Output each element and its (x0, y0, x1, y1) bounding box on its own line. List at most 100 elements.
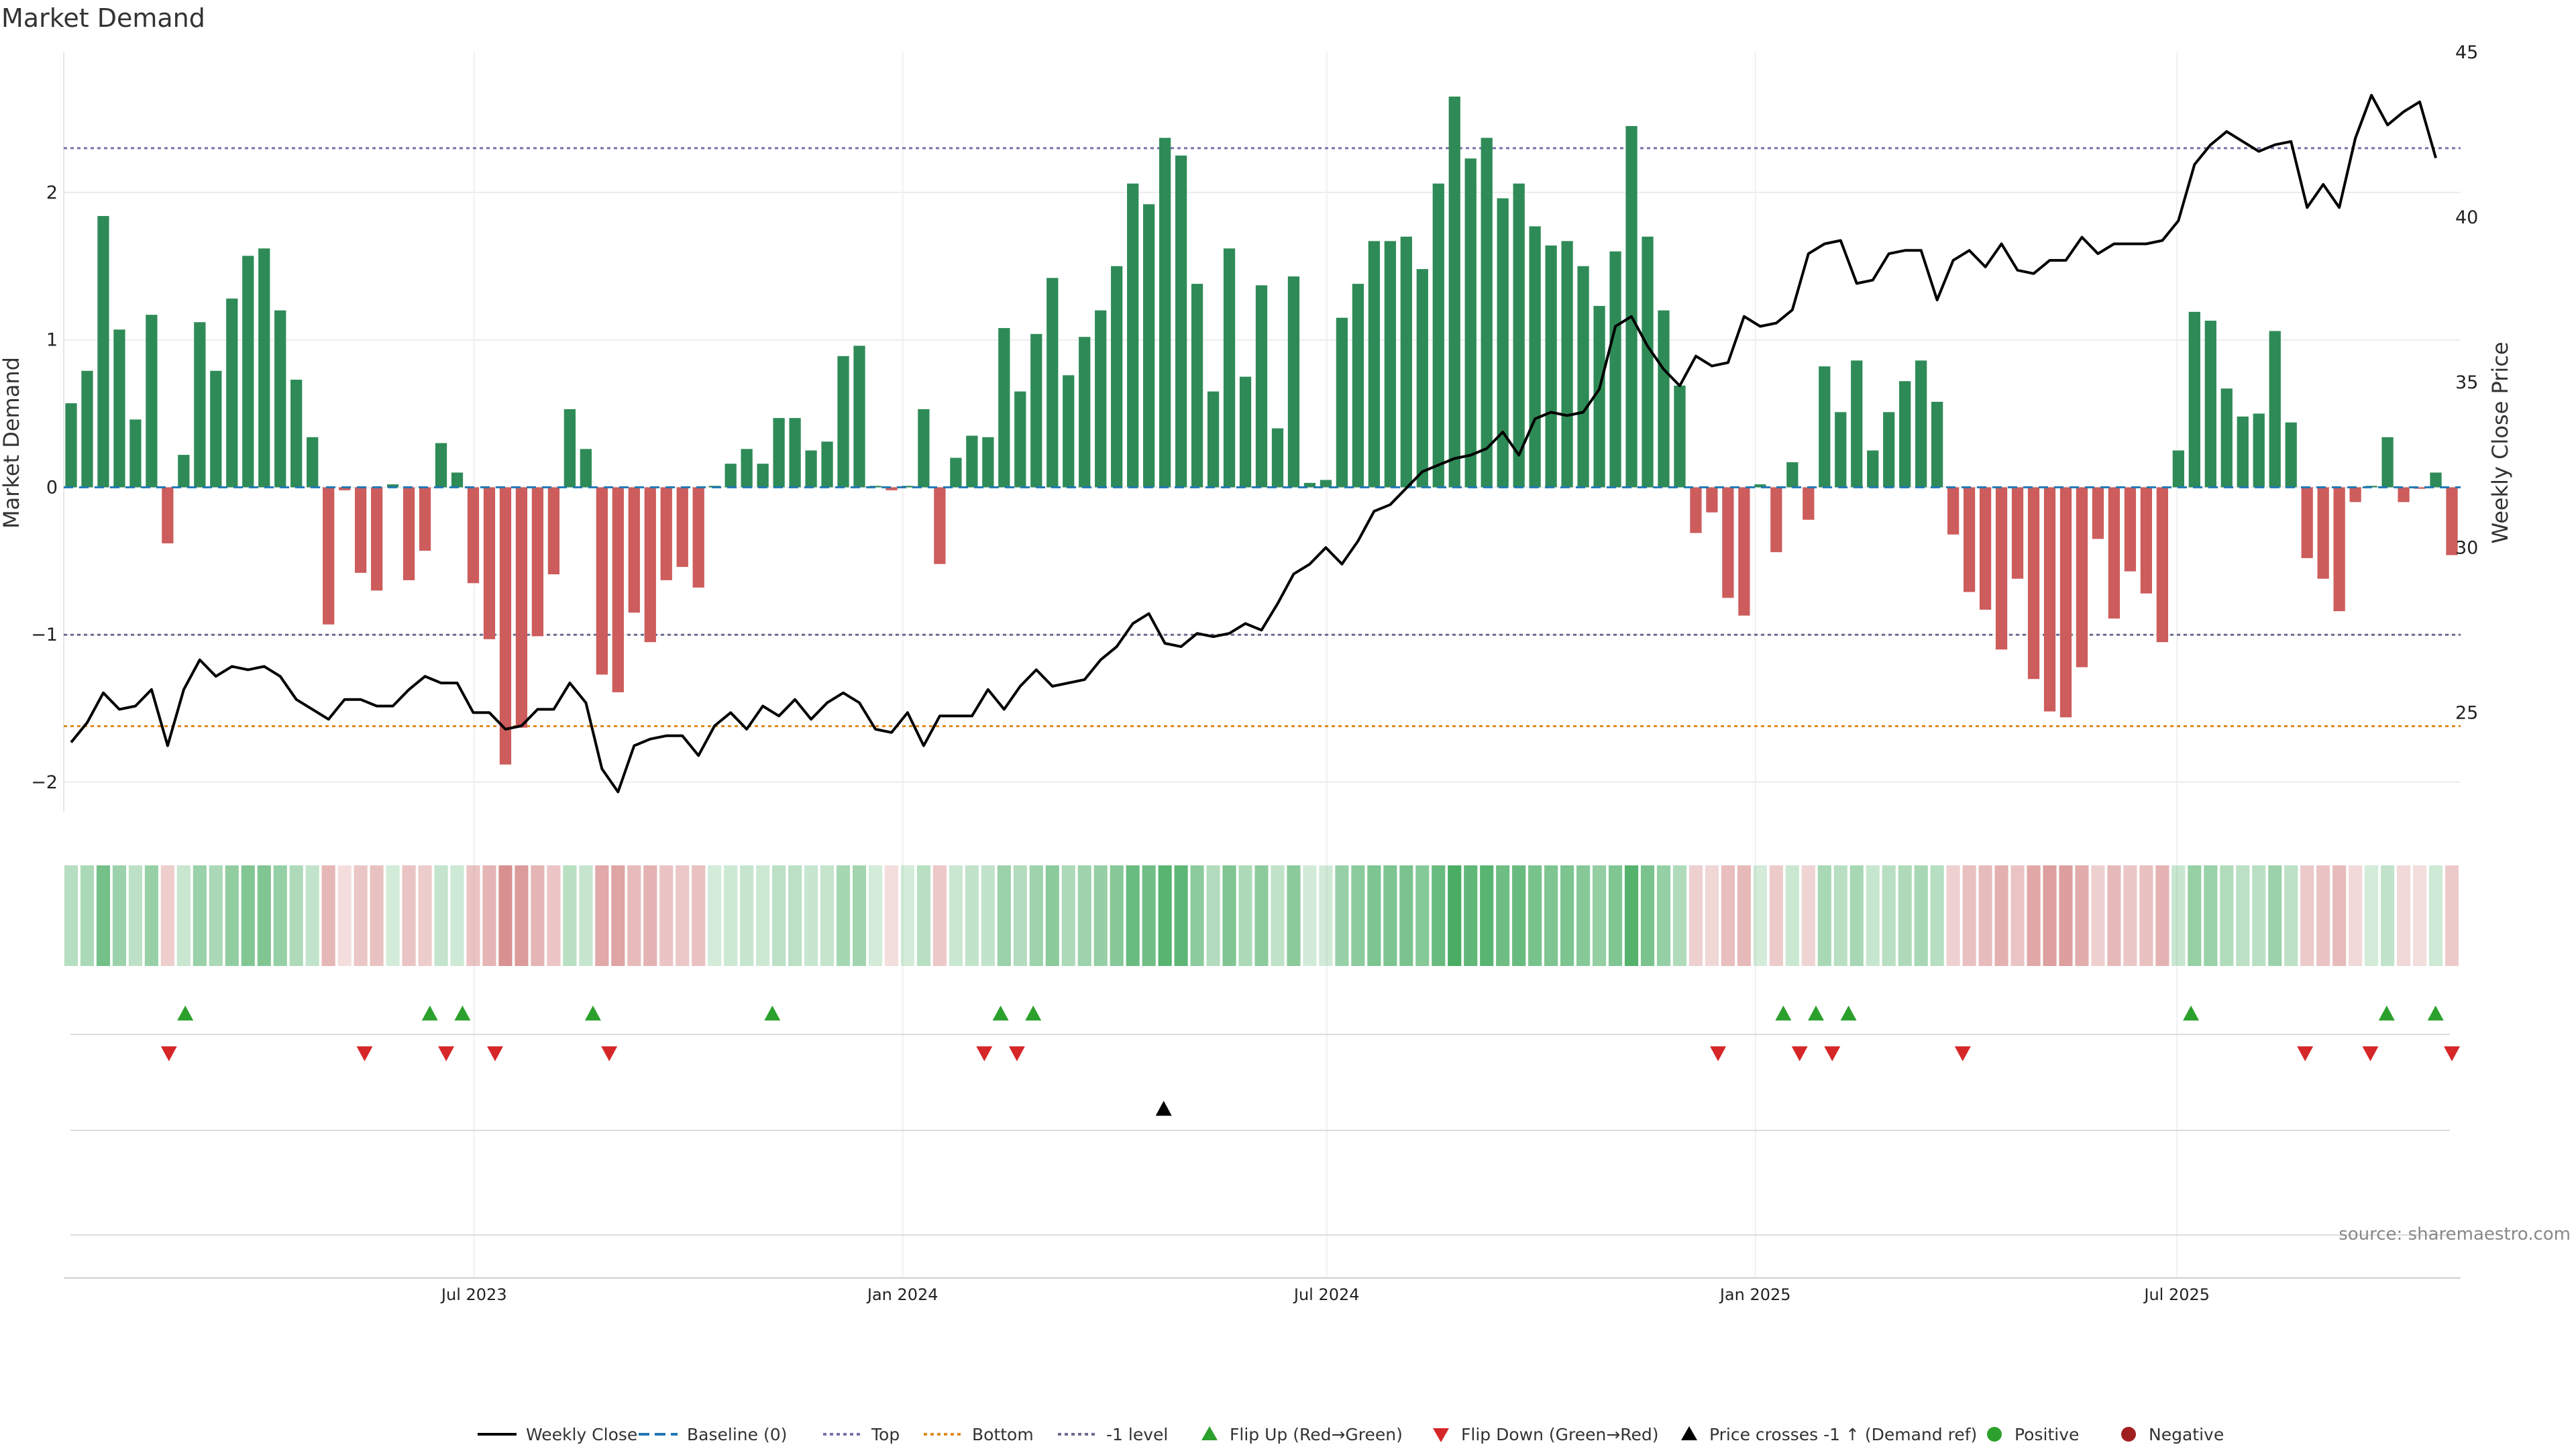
heat-cell (2204, 865, 2218, 966)
demand-bar (2446, 487, 2458, 555)
heat-cell (1512, 865, 1526, 966)
demand-bar (1561, 241, 1573, 488)
legend-item: Baseline (0) (639, 1425, 787, 1444)
demand-bar (339, 487, 351, 490)
demand-bar (129, 419, 142, 488)
heat-cell (965, 865, 979, 966)
heat-cell (708, 865, 722, 966)
demand-bar (2269, 331, 2281, 488)
heat-cell (1769, 865, 1783, 966)
demand-bar (2092, 487, 2104, 539)
legend-item: Flip Up (Red→Green) (1201, 1425, 1403, 1444)
demand-bar (402, 487, 415, 580)
heat-cell (1656, 865, 1671, 966)
heat-cell (1013, 865, 1027, 966)
demand-bar (2059, 487, 2072, 718)
legend-item: Negative (2121, 1425, 2224, 1444)
demand-bar (2398, 487, 2410, 502)
demand-bar (2430, 472, 2442, 488)
legend-swatch (1681, 1426, 1697, 1440)
demand-bar (386, 484, 399, 488)
demand-bar (612, 487, 624, 692)
heat-cell (321, 865, 335, 966)
y2-tick-label: 25 (2455, 702, 2478, 723)
heat-cell (676, 865, 690, 966)
demand-bar (2188, 311, 2200, 488)
grid-layer (63, 52, 2461, 1278)
flip-down-marker (356, 1046, 373, 1061)
demand-bar (773, 418, 785, 488)
demand-bar (660, 487, 672, 580)
heat-cell (2027, 865, 2041, 966)
demand-bar (1609, 251, 1621, 488)
heat-cell (2396, 865, 2411, 966)
demand-bar (1143, 204, 1155, 488)
heat-cell (96, 865, 111, 966)
heat-cell (1335, 865, 1349, 966)
demand-bar (1835, 412, 1847, 488)
legend-item: -1 level (1058, 1425, 1168, 1444)
demand-bar (934, 487, 946, 564)
heat-cell (1994, 865, 2008, 966)
demand-bar (2076, 487, 2088, 667)
demand-bar (435, 443, 447, 488)
flip-up-marker (2378, 1006, 2395, 1021)
demand-bar (1545, 245, 1557, 488)
flip-down-marker (1824, 1046, 1841, 1061)
legend-label: Negative (2149, 1425, 2224, 1444)
heat-cell (209, 865, 223, 966)
demand-bar (1803, 487, 1815, 520)
demand-bar (1481, 138, 1493, 488)
demand-bar (837, 356, 849, 488)
demand-bar (242, 256, 254, 488)
heat-cell (241, 865, 255, 966)
demand-bar (2301, 487, 2313, 558)
heat-cell (2252, 865, 2266, 966)
demand-bar (65, 403, 77, 488)
demand-bar (370, 487, 383, 591)
heat-cell (1287, 865, 1301, 966)
demand-bar (1416, 269, 1428, 488)
demand-bar (564, 409, 576, 488)
heat-cell (466, 865, 480, 966)
demand-bar (966, 435, 978, 488)
demand-bar (1947, 487, 1960, 535)
demand-bar (290, 379, 303, 488)
heat-cell (1254, 865, 1269, 966)
demand-bar (1867, 450, 1879, 488)
y-axis-title: Market Demand (0, 357, 24, 529)
flip-up-marker (1840, 1006, 1857, 1021)
heat-cell (997, 865, 1011, 966)
demand-bar (1063, 375, 1075, 488)
demand-bar (1963, 487, 1976, 592)
heat-cell (1061, 865, 1075, 966)
demand-bar (1642, 236, 1654, 488)
demand-bar (162, 487, 174, 543)
legend-item: Positive (1987, 1425, 2079, 1444)
flip-up-marker (992, 1006, 1009, 1021)
demand-bar (1014, 391, 1026, 488)
heat-cell (788, 865, 802, 966)
legend-item: Bottom (924, 1425, 1034, 1444)
demand-bar (226, 299, 238, 488)
demand-bar (1191, 284, 1203, 488)
heat-cell (1817, 865, 1831, 966)
heat-cell (402, 865, 416, 966)
demand-bar (451, 472, 464, 488)
y-tick-label: 2 (46, 182, 58, 203)
demand-bar (580, 449, 592, 488)
heat-cell (1206, 865, 1220, 966)
heat-cell (1432, 865, 1446, 966)
demand-bar (1384, 241, 1396, 488)
flip-down-marker (438, 1046, 455, 1061)
flip-down-marker (1710, 1046, 1727, 1061)
heat-cell (128, 865, 142, 966)
heat-cell (531, 865, 545, 966)
heat-cell (370, 865, 384, 966)
heat-cell (1608, 865, 1623, 966)
heat-cell (1640, 865, 1655, 966)
flip-up-marker (1808, 1006, 1824, 1021)
demand-bar (515, 487, 528, 728)
demand-bar (724, 464, 737, 488)
flip-up-marker (1775, 1006, 1792, 1021)
